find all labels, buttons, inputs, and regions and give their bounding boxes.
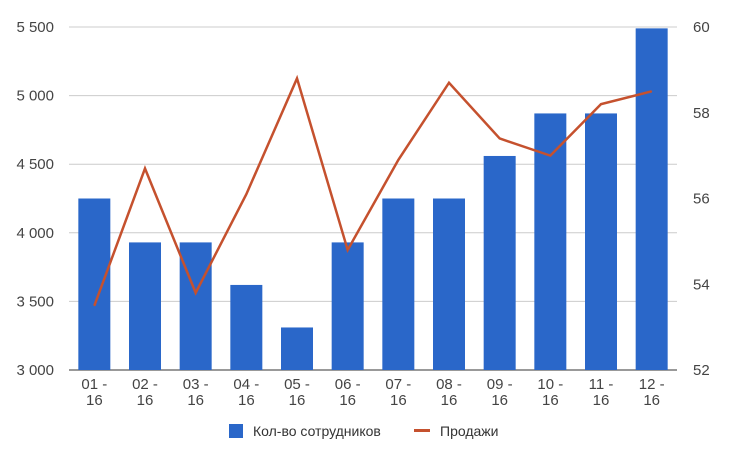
- legend-label-line: Продажи: [440, 423, 498, 439]
- x-tick-label: 03 -16: [183, 376, 209, 409]
- line-point: [600, 103, 602, 105]
- x-tick-label: 04 -16: [233, 376, 259, 409]
- bar: [179, 242, 212, 370]
- x-axis-ticks: 01 -16 02 -16 03 -16 04 -16 05 -16 06 -16 07 -…: [81, 376, 664, 409]
- bar-series: [78, 28, 668, 370]
- legend: Кол-во сотрудников Продажи: [229, 423, 498, 439]
- line-point: [195, 292, 197, 294]
- line-point: [499, 137, 501, 139]
- legend-swatch-bar: [229, 424, 243, 438]
- bar: [585, 113, 617, 370]
- x-tick-label: 11 -16: [589, 376, 614, 409]
- right-tick-label: 58: [693, 105, 710, 122]
- x-tick-label: 09 -16: [487, 376, 513, 409]
- line-point: [93, 305, 95, 307]
- line-point: [245, 193, 247, 195]
- line-point: [549, 155, 551, 157]
- legend-label-bar: Кол-во сотрудников: [253, 423, 381, 439]
- x-tick-label: 07 -16: [385, 376, 411, 409]
- line-point: [397, 159, 399, 161]
- left-tick-label: 4 500: [16, 156, 54, 173]
- line-point: [347, 249, 349, 251]
- x-tick-label: 08 -16: [436, 376, 462, 409]
- right-tick-label: 56: [693, 191, 710, 208]
- bar: [382, 198, 415, 370]
- line-point: [448, 82, 450, 84]
- x-tick-label: 02 -16: [132, 376, 158, 409]
- bar: [129, 242, 161, 370]
- bar: [433, 198, 465, 370]
- right-tick-label: 54: [693, 276, 710, 293]
- bar: [635, 28, 668, 370]
- x-tick-label: 05 -16: [284, 376, 310, 409]
- bar: [230, 284, 263, 370]
- right-tick-label: 60: [693, 19, 710, 36]
- bar: [331, 242, 364, 370]
- x-tick-label: 12 -16: [639, 376, 665, 409]
- left-tick-label: 3 500: [16, 293, 54, 310]
- x-tick-label: 10 -16: [537, 376, 563, 409]
- left-tick-label: 4 000: [16, 225, 54, 242]
- left-axis-ticks: 3 000 3 500 4 000 4 500 5 000 5 500: [16, 19, 54, 379]
- line-series: [93, 74, 653, 307]
- sales-line: [93, 74, 652, 307]
- right-tick-label: 52: [693, 362, 710, 379]
- line-point: [651, 90, 653, 92]
- right-axis-ticks: 52 54 56 58 60: [693, 19, 710, 379]
- line-point: [144, 167, 146, 169]
- bar: [483, 155, 516, 370]
- left-tick-label: 5 500: [16, 19, 54, 36]
- left-tick-label: 5 000: [16, 88, 54, 105]
- line-point: [296, 77, 298, 79]
- bar: [281, 327, 313, 370]
- legend-swatch-line: [414, 429, 430, 432]
- bar: [78, 198, 111, 370]
- x-tick-label: 06 -16: [335, 376, 361, 409]
- x-tick-label: 01 -16: [81, 376, 107, 409]
- left-tick-label: 3 000: [16, 362, 54, 379]
